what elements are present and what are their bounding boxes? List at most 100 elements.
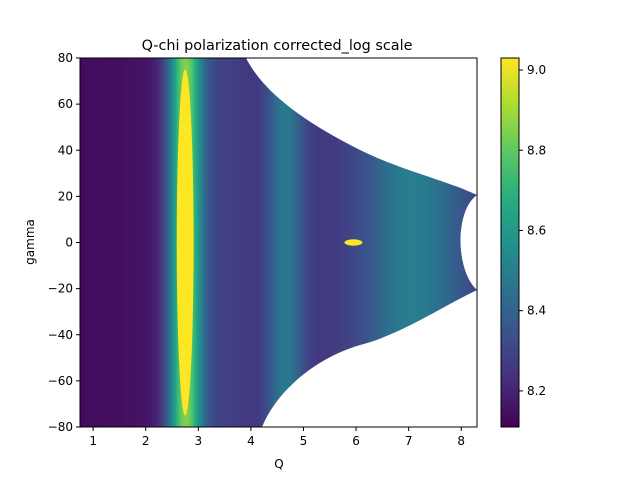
heatmap-cell <box>265 58 268 427</box>
heatmap-cell <box>235 58 238 427</box>
y-axis-label: gamma <box>23 219 37 265</box>
x-tick-label: 3 <box>194 434 202 448</box>
heatmap-cell <box>260 58 263 427</box>
heatmap-cell <box>463 58 466 427</box>
heatmap-cell <box>212 58 215 427</box>
heatmap-cell <box>308 58 311 427</box>
heatmap-cell <box>118 58 121 427</box>
heatmap-cell <box>231 58 234 427</box>
heatmap-cell <box>398 58 401 427</box>
heatmap-cell <box>206 58 209 427</box>
heatmap-cell <box>97 58 99 427</box>
heatmap-bands <box>80 58 477 427</box>
heatmap-cell <box>224 58 227 427</box>
heatmap-cell <box>299 58 302 427</box>
heatmap-cell <box>239 58 241 427</box>
heatmap-cell <box>394 58 397 427</box>
y-tick-label: 60 <box>58 97 73 111</box>
heatmap-cell <box>232 58 235 427</box>
heatmap-cell <box>400 58 403 427</box>
heatmap-cell <box>370 58 373 427</box>
x-tick-label: 1 <box>89 434 97 448</box>
heatmap-cell <box>174 58 177 427</box>
heatmap-cell <box>126 58 128 427</box>
heatmap-cell <box>452 58 454 427</box>
heatmap-cell <box>133 58 136 427</box>
heatmap-cell <box>406 58 408 427</box>
heatmap-cell <box>90 58 93 427</box>
heatmap-cell <box>399 58 402 427</box>
heatmap-cell <box>195 58 198 427</box>
heatmap-cell <box>286 58 289 427</box>
x-tick-label: 4 <box>247 434 255 448</box>
y-tick-label: 20 <box>58 189 73 203</box>
heatmap-cell <box>245 58 248 427</box>
heatmap-cell <box>457 58 460 427</box>
heatmap-cell <box>210 58 213 427</box>
heatmap-cell <box>115 58 118 427</box>
heatmap-cell <box>127 58 130 427</box>
heatmap-cell <box>469 58 472 427</box>
heatmap-cell <box>411 58 414 427</box>
heatmap-cell <box>403 58 406 427</box>
heatmap-cell <box>386 58 389 427</box>
heatmap-cell <box>128 58 131 427</box>
heatmap-cell <box>246 58 249 427</box>
heatmap-cell <box>157 58 160 427</box>
heatmap-cell <box>161 58 164 427</box>
heatmap-cell <box>311 58 314 427</box>
heatmap-cell <box>459 58 462 427</box>
colorbar-tick-label: 8.8 <box>527 143 546 157</box>
heatmap-cell <box>470 58 473 427</box>
heatmap-cell <box>384 58 387 427</box>
heatmap-cell <box>283 58 286 427</box>
heatmap-cell <box>165 58 168 427</box>
heatmap-cell <box>193 58 195 427</box>
heatmap-cell <box>129 58 132 427</box>
heatmap-cell <box>313 58 316 427</box>
bright-spot <box>344 239 363 246</box>
heatmap-cell <box>237 58 240 427</box>
heatmap-cell <box>271 58 274 427</box>
heatmap-cell <box>94 58 97 427</box>
heatmap-cell <box>243 58 245 427</box>
heatmap-cell <box>374 58 377 427</box>
x-axis-label: Q <box>274 457 283 471</box>
heatmap-cell <box>112 58 115 427</box>
heatmap-cell <box>413 58 416 427</box>
heatmap-cell <box>321 58 324 427</box>
heatmap-cell <box>390 58 393 427</box>
heatmap-cell <box>450 58 453 427</box>
heatmap-cell <box>419 58 422 427</box>
heatmap-cell <box>203 58 206 427</box>
heatmap-cell <box>412 58 415 427</box>
heatmap-cell <box>292 58 295 427</box>
heatmap-cell <box>273 58 276 427</box>
heatmap-cell <box>145 58 148 427</box>
heatmap-cell <box>148 58 151 427</box>
heatmap-cell <box>316 58 319 427</box>
heatmap-cell <box>102 58 105 427</box>
colorbar-axis: 8.2 8.4 8.6 8.8 9.0 <box>519 63 546 398</box>
heatmap-cell <box>202 58 205 427</box>
heatmap-cell <box>228 58 231 427</box>
heatmap-cell <box>337 58 340 427</box>
heatmap-cell <box>327 58 330 427</box>
heatmap-cell <box>333 58 336 427</box>
heatmap-cell <box>442 58 445 427</box>
heatmap-cell <box>282 58 285 427</box>
heatmap-cell <box>153 58 156 427</box>
heatmap-cell <box>170 58 173 427</box>
heatmap-cell <box>257 58 260 427</box>
heatmap-cell <box>200 58 203 427</box>
heatmap-cell <box>289 58 291 427</box>
heatmap-cell <box>164 58 167 427</box>
heatmap-cell <box>87 58 90 427</box>
heatmap-cell <box>310 58 312 427</box>
heatmap-cell <box>404 58 407 427</box>
heatmap-cell <box>227 58 230 427</box>
heatmap-cell <box>253 58 256 427</box>
heatmap-cell <box>396 58 399 427</box>
y-tick-label: −20 <box>48 282 73 296</box>
heatmap-cell <box>332 58 335 427</box>
